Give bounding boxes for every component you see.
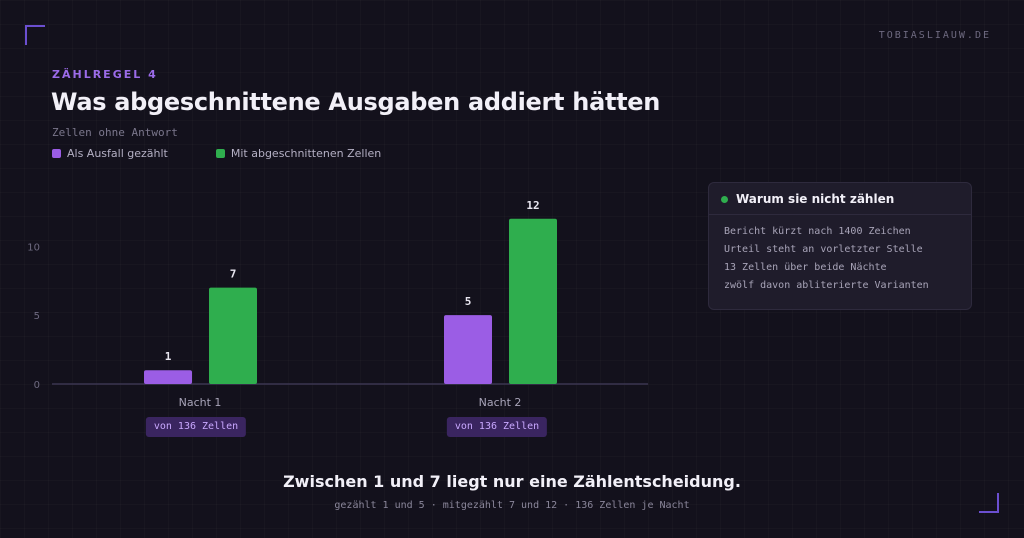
bar-value-label: 5 — [465, 295, 472, 308]
eyebrow-label: ZÄHLREGEL 4 — [52, 68, 158, 81]
y-tick-label: 0 — [34, 380, 40, 391]
info-line: 13 Zellen über beide Nächte — [724, 262, 887, 273]
cell-count-pill-nacht-2: von 136 Zellen — [446, 417, 548, 437]
y-tick-label: 10 — [27, 242, 40, 253]
cell-count-pill-nacht-1: von 136 Zellen — [145, 417, 247, 437]
footer-subline: gezählt 1 und 5 · mitgezählt 7 und 12 · … — [334, 500, 690, 511]
info-card-lines: Bericht kürzt nach 1400 Zeichen Urteil s… — [709, 215, 971, 303]
bar-abgeschnitten — [209, 287, 257, 384]
legend-swatch-green — [215, 149, 225, 158]
bar-ausfall — [444, 315, 492, 384]
info-card-header: Warum sie nicht zählen — [709, 183, 971, 215]
chart-subtitle: Zellen ohne Antwort — [52, 126, 178, 139]
status-dot-icon — [721, 195, 728, 203]
info-line: Urteil steht an vorletzter Stelle — [724, 244, 923, 255]
x-category-label: Nacht 1 — [179, 396, 222, 409]
page-title: Was abgeschnittene Ausgaben addiert hätt… — [51, 88, 661, 116]
info-card: Warum sie nicht zählen Bericht kürzt nac… — [708, 182, 972, 310]
legend-item-ausfall: Als Ausfall gezählt — [52, 147, 168, 160]
bar-ausfall — [144, 370, 192, 384]
bar-abgeschnitten — [509, 218, 557, 384]
y-tick-label: 5 — [34, 311, 40, 322]
legend-swatch-purple — [52, 149, 61, 158]
site-label[interactable]: TOBIASLIAUW.DE — [878, 30, 991, 41]
info-line: Bericht kürzt nach 1400 Zeichen — [724, 226, 911, 237]
corner-bracket-bottom-right — [979, 493, 999, 513]
corner-bracket-top-left — [25, 25, 45, 45]
info-card-title: Warum sie nicht zählen — [736, 192, 895, 206]
bar-value-label: 7 — [230, 268, 237, 281]
info-line: zwölf davon abliterierte Varianten — [724, 280, 929, 291]
legend-label: Mit abgeschnittenen Zellen — [230, 147, 382, 160]
bar-chart: 0 5 10 1 7 Nacht 1 5 12 Nacht 2 — [27, 199, 648, 409]
legend-label: Als Ausfall gezählt — [67, 147, 168, 160]
bar-value-label: 1 — [165, 350, 172, 363]
bar-value-label: 12 — [526, 199, 539, 212]
footer-headline: Zwischen 1 und 7 liegt nur eine Zählents… — [283, 472, 741, 491]
x-category-label: Nacht 2 — [479, 396, 522, 409]
legend-item-abgeschnitten: Mit abgeschnittenen Zellen — [215, 147, 382, 160]
chart-legend: Als Ausfall gezählt Mit abgeschnittenen … — [52, 147, 381, 160]
